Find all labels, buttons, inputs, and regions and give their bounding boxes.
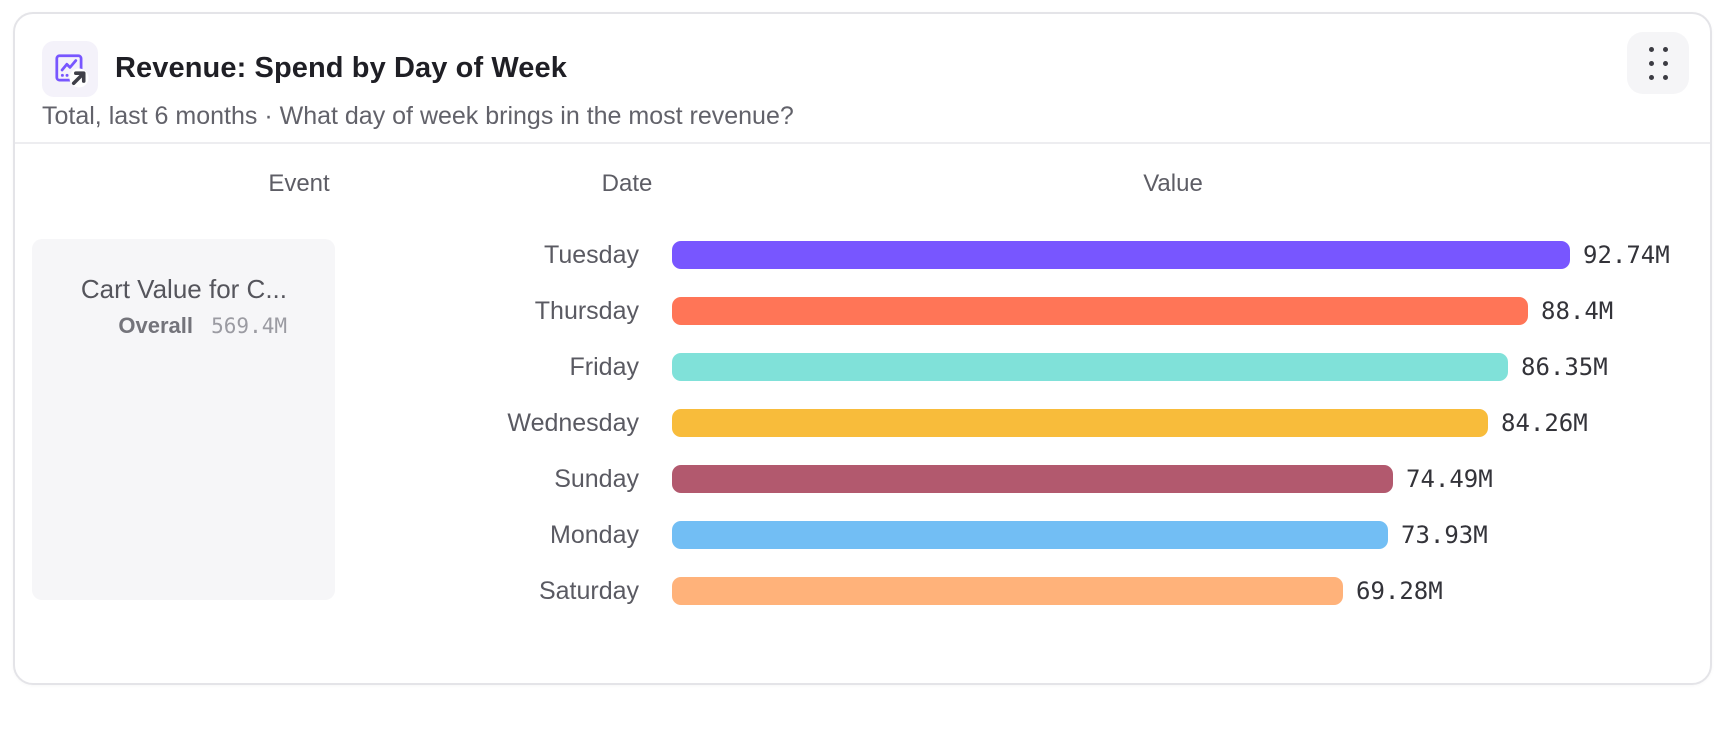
day-label: Wednesday bbox=[507, 409, 639, 437]
column-header-date[interactable]: Date bbox=[601, 170, 653, 197]
card-header: Revenue: Spend by Day of Week Total, las… bbox=[15, 14, 1710, 144]
line-chart-arrow-icon bbox=[55, 54, 89, 88]
bar-rows: Tuesday 92.74M Thursday 88.4M Friday 86.35M We… bbox=[15, 14, 1710, 683]
day-label: Monday bbox=[550, 521, 639, 549]
column-header-value[interactable]: Value bbox=[1143, 170, 1203, 197]
bar-row: Saturday 69.28M bbox=[15, 577, 1710, 605]
bar-row: Sunday 74.49M bbox=[15, 465, 1710, 493]
bar-tuesday[interactable] bbox=[672, 241, 1570, 269]
bar-monday[interactable] bbox=[672, 521, 1388, 549]
bar-value-label: 73.93M bbox=[1401, 521, 1488, 549]
bar-value-label: 92.74M bbox=[1583, 241, 1670, 269]
legend-overall-row: Overall 569.4M bbox=[42, 313, 287, 339]
bar-friday[interactable] bbox=[672, 353, 1508, 381]
bar-row: Tuesday 92.74M bbox=[15, 241, 1710, 269]
legend-panel[interactable]: Cart Value for C... Overall 569.4M bbox=[32, 239, 335, 600]
day-label: Friday bbox=[569, 353, 639, 381]
legend-event-name: Cart Value for C... bbox=[80, 274, 287, 304]
six-dot-drag-icon bbox=[1648, 46, 1668, 80]
bar-row: Friday 86.35M bbox=[15, 353, 1710, 381]
bar-wednesday[interactable] bbox=[672, 409, 1488, 437]
bar-row: Monday 73.93M bbox=[15, 521, 1710, 549]
bar-value-label: 86.35M bbox=[1521, 353, 1608, 381]
day-label: Saturday bbox=[538, 577, 639, 605]
legend-overall-label: Overall bbox=[118, 313, 194, 338]
day-label: Sunday bbox=[554, 465, 639, 493]
bar-saturday[interactable] bbox=[672, 577, 1343, 605]
bar-value-label: 74.49M bbox=[1406, 465, 1493, 493]
bar-value-label: 84.26M bbox=[1501, 409, 1588, 437]
report-subtitle: Total, last 6 months · What day of week … bbox=[42, 102, 794, 130]
legend-overall-value: 569.4M bbox=[211, 314, 287, 338]
bar-row: Wednesday 84.26M bbox=[15, 409, 1710, 437]
bar-row: Thursday 88.4M bbox=[15, 297, 1710, 325]
bar-value-label: 88.4M bbox=[1541, 297, 1614, 325]
bar-sunday[interactable] bbox=[672, 465, 1393, 493]
bar-value-label: 69.28M bbox=[1356, 577, 1443, 605]
day-label: Thursday bbox=[534, 297, 639, 325]
insights-report-icon bbox=[42, 41, 98, 97]
page-title: Revenue: Spend by Day of Week bbox=[115, 52, 567, 84]
drag-handle-button[interactable] bbox=[1627, 32, 1689, 94]
day-label: Tuesday bbox=[544, 241, 639, 269]
report-card: Revenue: Spend by Day of Week Total, las… bbox=[13, 12, 1712, 685]
column-header-event[interactable]: Event bbox=[268, 170, 330, 197]
bar-thursday[interactable] bbox=[672, 297, 1528, 325]
